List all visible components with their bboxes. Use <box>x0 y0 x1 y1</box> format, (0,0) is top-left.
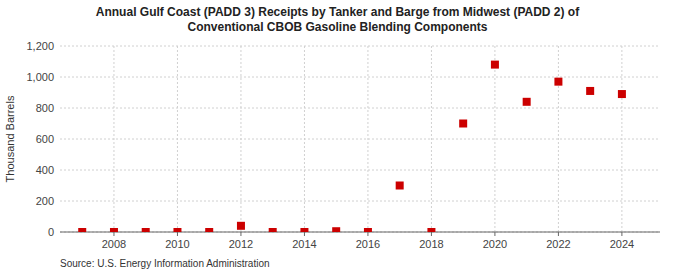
x-tick <box>558 232 559 236</box>
x-grid-line <box>558 46 559 232</box>
point <box>78 228 86 232</box>
chart: Annual Gulf Coast (PADD 3) Receipts by T… <box>0 0 675 275</box>
point <box>173 228 181 232</box>
y-tick-label: 1,000 <box>26 71 54 83</box>
point <box>523 98 531 106</box>
y-tick-label: 800 <box>36 102 54 114</box>
y-axis-label: Thousand Barrels <box>4 95 16 182</box>
point <box>491 61 499 69</box>
x-tick <box>621 232 622 236</box>
title: Annual Gulf Coast (PADD 3) Receipts by T… <box>96 5 580 34</box>
y-tick-label: 0 <box>48 226 54 238</box>
x-grid-line <box>431 46 432 232</box>
y-grid-line <box>60 108 660 109</box>
x-tick <box>113 232 114 236</box>
x-tick <box>177 232 178 236</box>
point <box>300 228 308 232</box>
x-grid-line <box>304 46 305 232</box>
x-tick <box>431 232 432 236</box>
grid <box>60 46 660 232</box>
point <box>205 228 213 232</box>
x-tick <box>494 232 495 236</box>
point <box>618 90 626 98</box>
points <box>78 61 626 232</box>
title-line: Annual Gulf Coast (PADD 3) Receipts by T… <box>96 5 580 19</box>
x-axis-line <box>60 232 660 233</box>
title-line: Conventional CBOB Gasoline Blending Comp… <box>187 20 487 34</box>
y-tick-label: 400 <box>36 164 54 176</box>
point <box>269 228 277 232</box>
y-tick-label: 1,200 <box>26 40 54 52</box>
point <box>142 228 150 232</box>
y-grid-line <box>60 170 660 171</box>
x-tick-label: 2018 <box>419 238 443 250</box>
y-tick-label: 200 <box>36 195 54 207</box>
point <box>554 78 562 86</box>
x-tick-label: 2024 <box>610 238 634 250</box>
x-grid-line <box>621 46 622 232</box>
x-tick <box>367 232 368 236</box>
x-grid-line <box>113 46 114 232</box>
point <box>364 228 372 232</box>
x-tick-label: 2008 <box>102 238 126 250</box>
x-grid-line <box>240 46 241 232</box>
point <box>332 227 340 232</box>
point <box>396 182 404 190</box>
x-tick <box>240 232 241 236</box>
point <box>586 87 594 95</box>
point <box>110 228 118 232</box>
x-grid-line <box>177 46 178 232</box>
y-tick-label: 600 <box>36 133 54 145</box>
y-grid-line <box>60 232 660 233</box>
x-tick-label: 2016 <box>356 238 380 250</box>
y-grid-line <box>60 46 660 47</box>
x-tick-label: 2022 <box>546 238 570 250</box>
y-grid-line <box>60 201 660 202</box>
y-grid-line <box>60 139 660 140</box>
source-note: Source: U.S. Energy Information Administ… <box>60 258 270 269</box>
x-tick-label: 2020 <box>483 238 507 250</box>
x-tick-label: 2014 <box>292 238 316 250</box>
x-grid-line <box>494 46 495 232</box>
point <box>427 228 435 232</box>
point <box>237 222 245 230</box>
x-tick <box>304 232 305 236</box>
y-grid-line <box>60 77 660 78</box>
x-tick-label: 2012 <box>229 238 253 250</box>
x-tick-label: 2010 <box>165 238 189 250</box>
point <box>459 120 467 128</box>
x-grid-line <box>367 46 368 232</box>
